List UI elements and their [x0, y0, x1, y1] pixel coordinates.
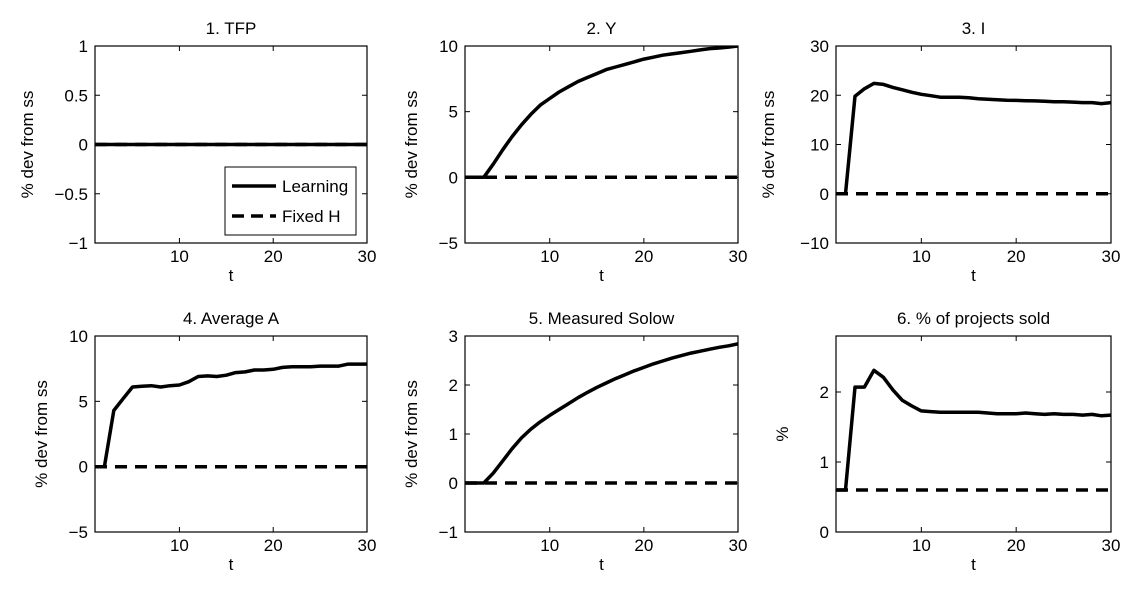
- x-tick-label: 10: [170, 247, 189, 266]
- x-tick-label: 10: [912, 247, 931, 266]
- legend-label: Fixed H: [282, 207, 341, 226]
- y-tick-label: 10: [810, 136, 829, 155]
- x-tick-label: 10: [912, 536, 931, 555]
- y-tick-label: 0: [449, 168, 458, 187]
- x-tick-label: 20: [1007, 536, 1026, 555]
- legend-box: [224, 166, 357, 236]
- y-tick-label: 10: [69, 327, 88, 346]
- y-tick-label: −1: [439, 523, 458, 542]
- series-line-learning: [465, 342, 738, 485]
- y-tick-label: 0: [820, 185, 829, 204]
- y-tick-label: −1: [69, 234, 88, 253]
- y-tick-label: −5: [69, 523, 88, 542]
- panel-6: 10 20 30 0 1 2 6. % of projects sold t%: [773, 309, 1120, 574]
- y-axis-label: % dev from ss: [402, 380, 421, 488]
- plot-area: [835, 45, 1112, 244]
- plot-area: [464, 335, 739, 533]
- panel-title: 5. Measured Solow: [529, 309, 675, 328]
- x-axis-label: t: [599, 555, 604, 574]
- x-tick-label: 20: [264, 247, 283, 266]
- x-axis-label: t: [229, 266, 234, 285]
- x-tick-label: 30: [1102, 247, 1121, 266]
- y-axis-label: % dev from ss: [759, 91, 778, 199]
- panel-3: 10 20 30 −10 0 10 20 30 3. I t % dev from ss: [759, 19, 1120, 285]
- legend: Learning Fixed H: [224, 166, 357, 236]
- series-line-learning: [465, 46, 738, 180]
- panel-4: 10 20 30 −5 0 5 10 4. Average A t % dev from ss: [32, 309, 376, 574]
- x-tick-label: 30: [729, 247, 748, 266]
- y-tick-label: 1: [79, 37, 88, 56]
- y-tick-label: −10: [800, 234, 829, 253]
- y-axis-label: % dev from ss: [18, 91, 37, 199]
- y-tick-label: 0: [820, 523, 829, 542]
- panel-title: 3. I: [962, 19, 986, 38]
- y-tick-label: −5: [439, 234, 458, 253]
- y-tick-label: 0.5: [64, 86, 88, 105]
- y-tick-label: 0: [79, 458, 88, 477]
- y-tick-label: 30: [810, 37, 829, 56]
- plot-area: [835, 335, 1112, 533]
- legend-label: Learning: [282, 177, 348, 196]
- x-tick-label: 30: [729, 536, 748, 555]
- y-axis-label: % dev from ss: [32, 380, 51, 488]
- panel-5: 10 20 30 −1 0 1 2 3 5. Measured Solow t % dev from…: [402, 309, 747, 574]
- x-axis-label: t: [599, 266, 604, 285]
- panel-title: 6. % of projects sold: [897, 309, 1050, 328]
- series-line-learning: [95, 362, 367, 469]
- x-tick-label: 30: [1102, 536, 1121, 555]
- y-tick-label: 2: [820, 383, 829, 402]
- x-tick-label: 10: [540, 247, 559, 266]
- panel-title: 4. Average A: [183, 309, 280, 328]
- y-tick-label: 5: [449, 103, 458, 122]
- y-axis-label: % dev from ss: [402, 91, 421, 199]
- x-tick-label: 10: [540, 536, 559, 555]
- x-tick-label: 10: [170, 536, 189, 555]
- plot-area: [94, 335, 368, 533]
- y-tick-label: 20: [810, 86, 829, 105]
- x-axis-label: t: [971, 555, 976, 574]
- x-tick-label: 20: [264, 536, 283, 555]
- x-axis-label: t: [971, 266, 976, 285]
- y-tick-label: 10: [439, 37, 458, 56]
- panel-title: 2. Y: [587, 19, 617, 38]
- y-tick-label: 0: [79, 136, 88, 155]
- x-tick-label: 30: [358, 536, 377, 555]
- series-line-learning: [836, 81, 1111, 196]
- y-axis-label: %: [773, 426, 792, 441]
- panel-title: 1. TFP: [206, 19, 257, 38]
- x-axis-label: t: [229, 555, 234, 574]
- panel-2: 10 20 30 −5 0 5 10 2. Y t % dev from ss: [402, 19, 747, 285]
- x-tick-label: 20: [1007, 247, 1026, 266]
- x-tick-label: 30: [358, 247, 377, 266]
- y-tick-label: 1: [449, 425, 458, 444]
- y-tick-label: 5: [79, 392, 88, 411]
- series-line-learning: [836, 368, 1111, 492]
- x-tick-label: 20: [634, 536, 653, 555]
- x-tick-label: 20: [634, 247, 653, 266]
- y-tick-label: 1: [820, 453, 829, 472]
- y-tick-label: 0: [449, 474, 458, 493]
- y-tick-label: −0.5: [54, 185, 88, 204]
- panel-1: 10 20 30 −1 −0.5 0 0.5 1 1. TFP t % dev from ss Lea…: [18, 19, 376, 285]
- plot-area: [464, 45, 739, 244]
- y-tick-label: 2: [449, 376, 458, 395]
- y-tick-label: 3: [449, 327, 458, 346]
